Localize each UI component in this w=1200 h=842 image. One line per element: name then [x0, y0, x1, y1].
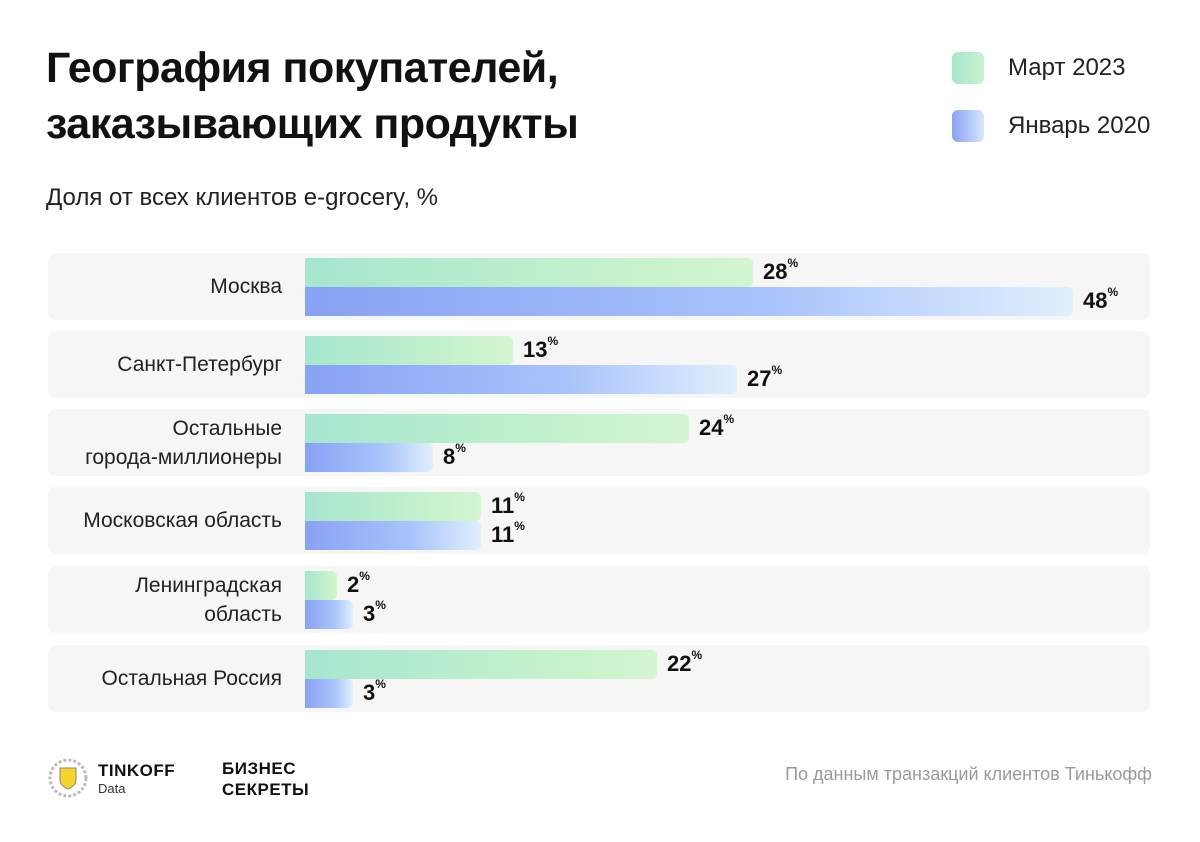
- legend-label: Март 2023: [1008, 54, 1126, 81]
- data-label-value: 11: [491, 493, 515, 518]
- legend-label: Январь 2020: [1008, 112, 1151, 139]
- data-label-suffix: %: [787, 256, 799, 270]
- data-label: 28%: [763, 256, 799, 285]
- category-label: Санкт-Петербург: [117, 353, 282, 376]
- data-label-value: 27: [747, 366, 772, 391]
- category-label: Остальные города-миллионеры: [85, 416, 282, 469]
- bar-january-2020: [305, 600, 353, 629]
- data-label: 2%: [347, 569, 370, 598]
- data-label-suffix: %: [514, 519, 525, 533]
- tinkoff-sub: Data: [98, 780, 126, 796]
- bs-line2: СЕКРЕТЫ: [222, 780, 310, 799]
- data-label: 48%: [1083, 285, 1119, 314]
- data-label: 3%: [363, 598, 386, 627]
- data-label: 11%: [491, 490, 525, 519]
- tinkoff-name: TINKOFF: [98, 760, 176, 780]
- category-label: Москва: [210, 275, 282, 298]
- tinkoff-data-logo: TINKOFF Data: [48, 758, 175, 798]
- bar-march-2023: [305, 571, 337, 600]
- data-label-value: 24: [699, 415, 724, 440]
- bs-line1: БИЗНЕС: [222, 759, 296, 778]
- data-label-suffix: %: [375, 677, 386, 691]
- data-label-value: 13: [523, 337, 548, 362]
- page-title: География покупателей, заказывающих прод…: [46, 44, 579, 148]
- data-label-suffix: %: [359, 569, 370, 583]
- data-label: 24%: [699, 412, 735, 441]
- bar-january-2020: [305, 287, 1073, 316]
- data-label-suffix: %: [455, 441, 466, 455]
- data-label-value: 11: [491, 522, 515, 547]
- chart-row: Остальная Россия 22% 3%: [48, 645, 1150, 712]
- data-label-suffix: %: [1107, 285, 1119, 299]
- source-note: По данным транзакций клиентов Тинькофф: [785, 764, 1152, 784]
- data-label-suffix: %: [547, 334, 559, 348]
- data-label-suffix: %: [771, 363, 783, 377]
- data-label: 13%: [523, 334, 559, 363]
- data-label-value: 3: [363, 680, 376, 705]
- tinkoff-emblem-icon: [48, 758, 88, 798]
- chart-row: Московская область 11% 11%: [48, 487, 1150, 554]
- bar-march-2023: [305, 650, 657, 679]
- bar-january-2020: [305, 365, 737, 394]
- bar-january-2020: [305, 443, 433, 472]
- data-label-suffix: %: [375, 598, 386, 612]
- bar-march-2023: [305, 492, 481, 521]
- bar-march-2023: [305, 258, 753, 287]
- data-label-suffix: %: [514, 490, 525, 504]
- biznes-sekrety-logo: БИЗНЕС СЕКРЕТЫ: [222, 758, 309, 800]
- data-label-suffix: %: [723, 412, 735, 426]
- chart-subtitle: Доля от всех клиентов e-grocery, %: [46, 184, 438, 211]
- data-label: 22%: [667, 648, 703, 677]
- legend-swatch-green: [952, 52, 984, 84]
- data-label: 11%: [491, 519, 525, 548]
- legend-item-march-2023: Март 2023: [952, 52, 1125, 84]
- category-label: Московская область: [83, 509, 282, 532]
- legend-swatch-blue: [952, 110, 984, 142]
- chart-row: Остальные города-миллионеры 24% 8%: [48, 409, 1150, 476]
- data-label-value: 48: [1083, 288, 1108, 313]
- data-label-value: 8: [443, 444, 456, 469]
- data-label-value: 2: [347, 572, 360, 597]
- bar-march-2023: [305, 414, 689, 443]
- data-label: 3%: [363, 677, 386, 706]
- category-label: Ленинградская область: [135, 573, 282, 626]
- category-label: Остальная Россия: [101, 667, 282, 690]
- data-label: 8%: [443, 441, 466, 470]
- bar-march-2023: [305, 336, 513, 365]
- bar-january-2020: [305, 521, 481, 550]
- data-label-value: 28: [763, 259, 788, 284]
- chart-row: Москва 28% 48%: [48, 253, 1150, 320]
- chart-row: Ленинградская область 2% 3%: [48, 566, 1150, 633]
- data-label-value: 3: [363, 601, 376, 626]
- data-label-value: 22: [667, 651, 692, 676]
- chart-row: Санкт-Петербург 13% 27%: [48, 331, 1150, 398]
- data-label-suffix: %: [691, 648, 703, 662]
- data-label: 27%: [747, 363, 783, 392]
- bar-january-2020: [305, 679, 353, 708]
- legend-item-january-2020: Январь 2020: [952, 110, 1150, 142]
